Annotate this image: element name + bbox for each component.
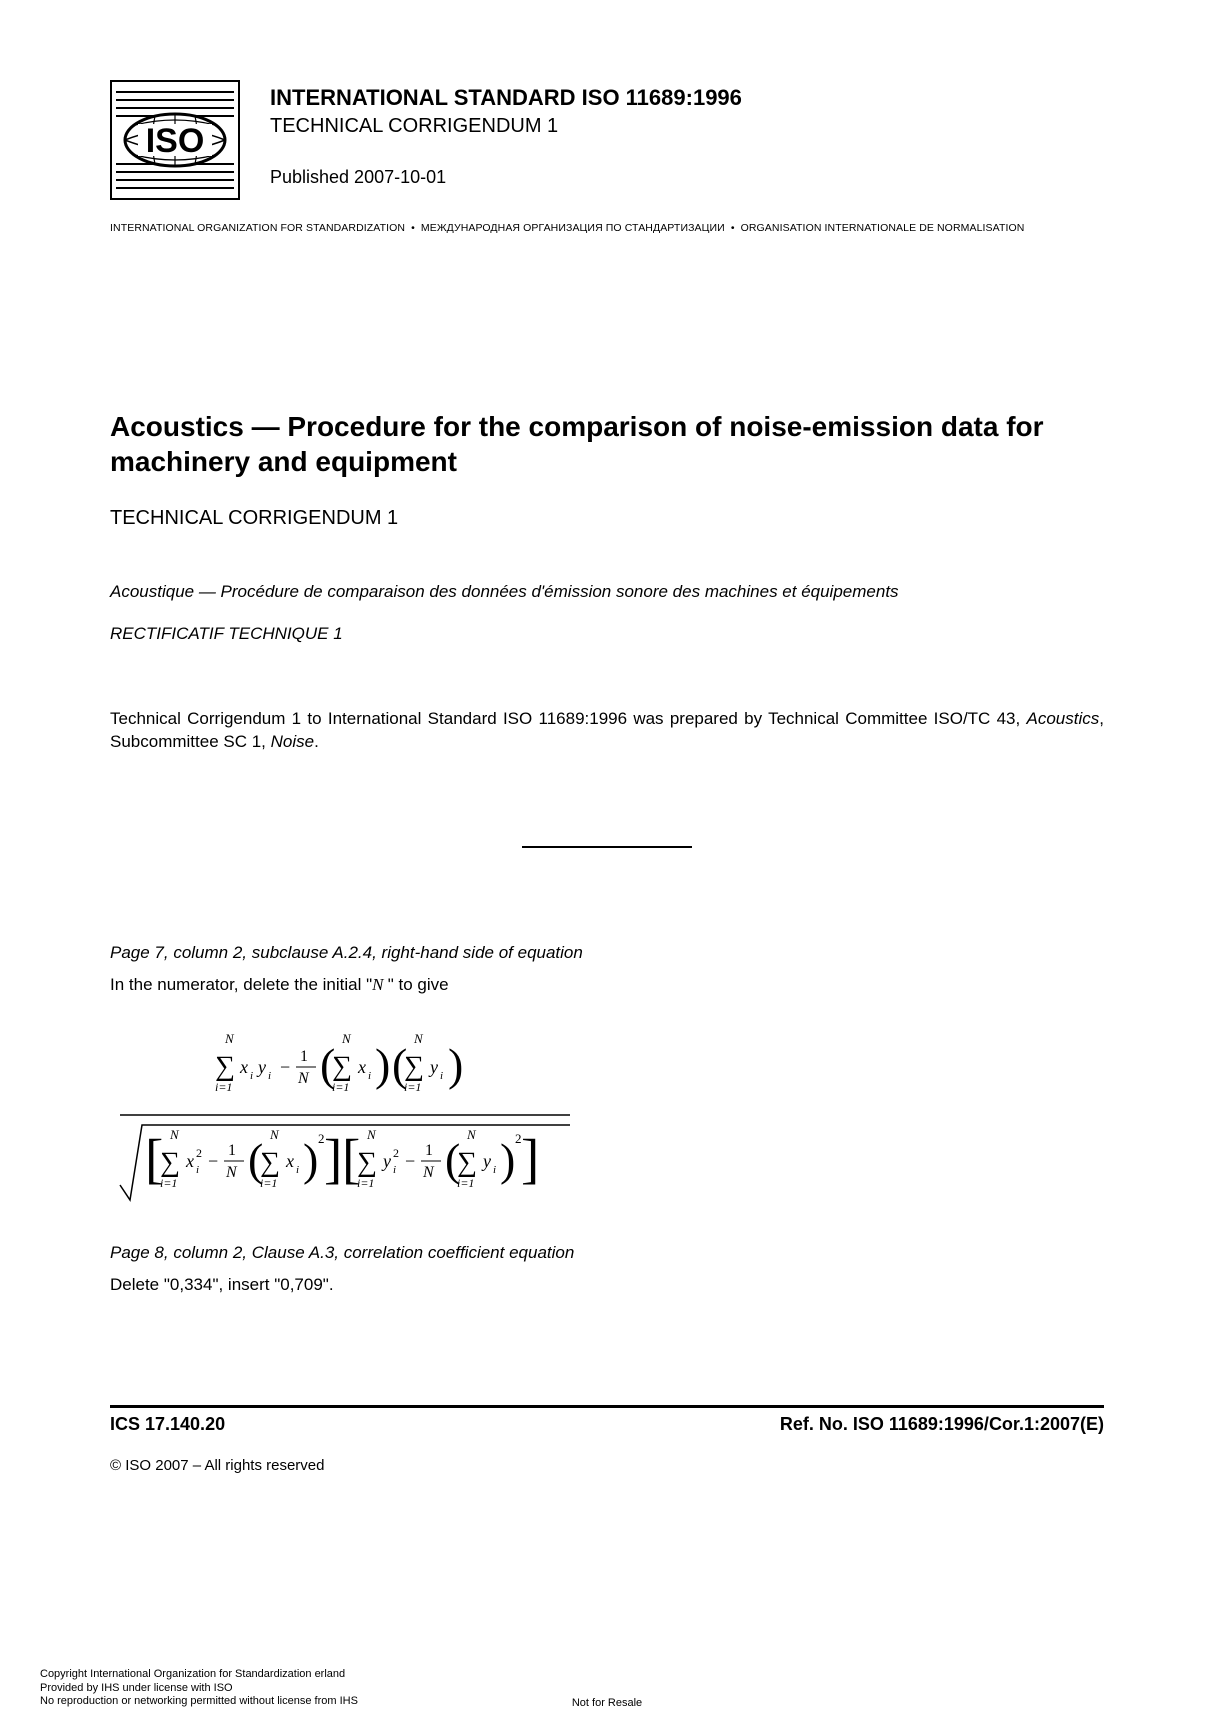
- svg-text:N: N: [413, 1031, 424, 1046]
- svg-text:): ): [375, 1039, 390, 1090]
- svg-text:1: 1: [228, 1142, 236, 1159]
- prep-ital-1: Acoustics: [1027, 709, 1100, 728]
- ref-number: Ref. No. ISO 11689:1996/Cor.1:2007(E): [780, 1414, 1104, 1435]
- prep-ital-2: Noise: [271, 732, 314, 751]
- svg-text:x: x: [285, 1151, 294, 1171]
- svg-text:x: x: [185, 1151, 194, 1171]
- svg-text:N: N: [269, 1127, 280, 1142]
- prep-text-1: Technical Corrigendum 1 to International…: [110, 709, 1027, 728]
- bullet-icon: •: [411, 222, 415, 234]
- iso-logo: ISO: [110, 80, 240, 200]
- french-title: Acoustique — Procédure de comparaison de…: [110, 582, 1104, 602]
- svg-text:i=1: i=1: [457, 1176, 474, 1190]
- svg-text:ISO: ISO: [146, 122, 205, 160]
- svg-text:N: N: [225, 1164, 238, 1181]
- svg-text:i=1: i=1: [215, 1080, 232, 1094]
- svg-text:−: −: [208, 1151, 218, 1171]
- svg-text:2: 2: [196, 1146, 202, 1160]
- svg-text:y: y: [428, 1057, 438, 1077]
- svg-text:∑: ∑: [404, 1051, 424, 1082]
- svg-text:1: 1: [300, 1048, 308, 1065]
- svg-text:∑: ∑: [357, 1147, 377, 1178]
- header-row: ISO INTERNATIONAL STANDARD ISO 11689:199…: [110, 80, 1104, 200]
- footer-rule-row: ICS 17.140.20 Ref. No. ISO 11689:1996/Co…: [110, 1405, 1104, 1435]
- var-n: N: [372, 975, 388, 994]
- standard-title: INTERNATIONAL STANDARD ISO 11689:1996: [270, 84, 1104, 113]
- svg-text:): ): [448, 1039, 463, 1090]
- svg-text:y: y: [256, 1057, 266, 1077]
- svg-text:i=1: i=1: [404, 1080, 421, 1094]
- ics-code: ICS 17.140.20: [110, 1414, 225, 1435]
- svg-text:N: N: [366, 1127, 377, 1142]
- prepared-by-paragraph: Technical Corrigendum 1 to International…: [110, 708, 1104, 754]
- org-fr: ORGANISATION INTERNATIONALE DE NORMALISA…: [741, 222, 1025, 234]
- svg-text:): ): [303, 1134, 318, 1185]
- ihs-line1: Copyright International Organization for…: [40, 1668, 358, 1682]
- document-page: ISO INTERNATIONAL STANDARD ISO 11689:199…: [0, 0, 1214, 1719]
- french-subtitle: RECTIFICATIF TECHNIQUE 1: [110, 624, 1104, 644]
- svg-text:∑: ∑: [215, 1051, 235, 1082]
- correction1-location: Page 7, column 2, subclause A.2.4, right…: [110, 943, 1104, 963]
- svg-text:N: N: [297, 1070, 310, 1087]
- horizontal-divider: [522, 846, 692, 848]
- correction2-instruction: Delete "0,334", insert "0,709".: [110, 1275, 1104, 1295]
- svg-text:∑: ∑: [260, 1147, 280, 1178]
- ihs-notice: Copyright International Organization for…: [40, 1668, 358, 1709]
- main-title: Acoustics — Procedure for the comparison…: [110, 409, 1104, 479]
- svg-text:i=1: i=1: [357, 1176, 374, 1190]
- svg-text:N: N: [224, 1031, 235, 1046]
- org-en: INTERNATIONAL ORGANIZATION FOR STANDARDI…: [110, 222, 405, 234]
- svg-text:1: 1: [425, 1142, 433, 1159]
- published-date: Published 2007-10-01: [270, 167, 1104, 188]
- svg-text:i: i: [196, 1164, 199, 1176]
- ihs-line3: No reproduction or networking permitted …: [40, 1695, 358, 1709]
- svg-text:i: i: [296, 1164, 299, 1176]
- svg-text:): ): [500, 1134, 515, 1185]
- svg-text:i: i: [268, 1070, 271, 1082]
- svg-text:N: N: [466, 1127, 477, 1142]
- svg-text:i: i: [493, 1164, 496, 1176]
- svg-text:2: 2: [393, 1146, 399, 1160]
- svg-text:i: i: [393, 1164, 396, 1176]
- svg-text:∑: ∑: [160, 1147, 180, 1178]
- technical-corrigendum-label: TECHNICAL CORRIGENDUM 1: [110, 507, 1104, 530]
- standard-subtitle: TECHNICAL CORRIGENDUM 1: [270, 113, 1104, 139]
- svg-text:x: x: [239, 1057, 248, 1077]
- organization-line: INTERNATIONAL ORGANIZATION FOR STANDARDI…: [110, 222, 1104, 234]
- correction1-instruction: In the numerator, delete the initial "N …: [110, 975, 1104, 995]
- svg-text:i=1: i=1: [260, 1176, 277, 1190]
- not-for-resale: Not for Resale: [572, 1697, 642, 1709]
- header-text-block: INTERNATIONAL STANDARD ISO 11689:1996 TE…: [270, 80, 1104, 188]
- svg-text:−: −: [280, 1057, 290, 1077]
- svg-text:]: ]: [324, 1128, 342, 1189]
- svg-text:y: y: [381, 1151, 391, 1171]
- equation-block: N ∑ i=1 x i y i − 1 N ( N ∑ i=1 x i ): [110, 1025, 1104, 1205]
- svg-text:]: ]: [521, 1128, 539, 1189]
- prep-text-3: .: [314, 732, 319, 751]
- equation-svg: N ∑ i=1 x i y i − 1 N ( N ∑ i=1 x i ): [110, 1025, 580, 1205]
- copyright-line: © ISO 2007 – All rights reserved: [110, 1457, 1104, 1474]
- svg-text:N: N: [422, 1164, 435, 1181]
- svg-text:∑: ∑: [457, 1147, 477, 1178]
- iso-logo-svg: ISO: [110, 80, 240, 200]
- instr-post: " to give: [388, 975, 449, 994]
- correction2-location: Page 8, column 2, Clause A.3, correlatio…: [110, 1243, 1104, 1263]
- svg-text:−: −: [405, 1151, 415, 1171]
- ihs-line2: Provided by IHS under license with ISO: [40, 1682, 358, 1696]
- svg-text:i=1: i=1: [332, 1080, 349, 1094]
- svg-text:y: y: [481, 1151, 491, 1171]
- svg-text:i: i: [368, 1070, 371, 1082]
- svg-text:N: N: [341, 1031, 352, 1046]
- bullet-icon: •: [731, 222, 735, 234]
- svg-text:∑: ∑: [332, 1051, 352, 1082]
- svg-text:i=1: i=1: [160, 1176, 177, 1190]
- svg-text:N: N: [169, 1127, 180, 1142]
- svg-text:i: i: [440, 1070, 443, 1082]
- org-ru: МЕЖДУНАРОДНАЯ ОРГАНИЗАЦИЯ ПО СТАНДАРТИЗА…: [421, 222, 725, 234]
- instr-pre: In the numerator, delete the initial ": [110, 975, 372, 994]
- svg-text:x: x: [357, 1057, 366, 1077]
- svg-text:i: i: [250, 1070, 253, 1082]
